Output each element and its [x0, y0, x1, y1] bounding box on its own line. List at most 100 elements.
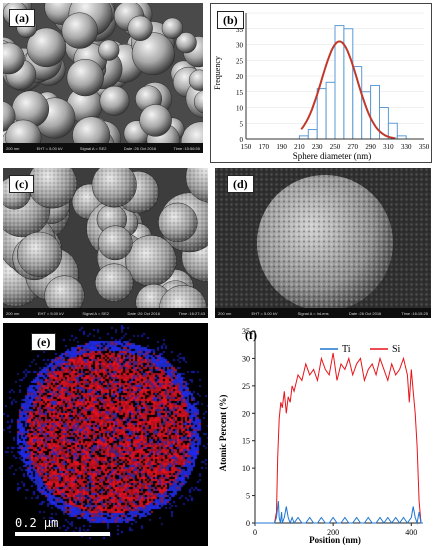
line-profile-chart: 0 5 10 15 20 25 30 35 0 200 400 Ti Si Position (nm… [218, 327, 423, 545]
sem-spheres-image [3, 3, 203, 153]
y-tick-label-f: 35 [242, 327, 250, 336]
y-tick-label-f: 25 [242, 382, 250, 391]
sem-sphere [161, 17, 184, 39]
panel-d-label: (d) [227, 175, 254, 193]
sem-eht-a: EHT = 5.00 kV [36, 145, 63, 151]
sem-sphere [175, 32, 197, 54]
panel-d-sem-image: (d) 200 nm EHT = 5.00 kV Signal A = InLe… [215, 168, 431, 318]
x-tick-label-b: 290 [365, 143, 376, 151]
panel-c-sem-image: (c) 200 nm EHT = 5.00 kV Signal A = SE2 … [3, 168, 208, 318]
scale-bar-e-line [15, 532, 110, 536]
sem-coating-texture [158, 202, 198, 242]
sem-coated-spheres-image [3, 168, 208, 318]
sem-date-c: Date :26 Oct 2016 [127, 310, 160, 316]
sem-coating-texture [92, 168, 137, 208]
sem-sphere [193, 90, 203, 114]
x-tick-label-b: 150 [241, 143, 252, 151]
y-tick-label-b: 10 [236, 105, 244, 113]
sem-date-a: Date :26 Oct 2016 [123, 145, 157, 151]
scale-bar-c: 200 nm [6, 310, 20, 316]
x-tick-label-b: 210 [294, 143, 305, 151]
sem-signal-d: Signal A = InLens [297, 310, 329, 316]
legend-f: Ti Si [320, 344, 401, 355]
series-si-line [255, 352, 423, 524]
y-tick-label-b: 25 [236, 57, 244, 65]
sem-sphere [127, 15, 153, 41]
sem-time-a: Time :15:56:55 [173, 145, 200, 151]
x-tick-label-b: 190 [276, 143, 287, 151]
panel-f-label: (f) [245, 328, 257, 342]
panel-a-sem-image: (a) 200 nm EHT = 5.00 kV Signal A = SE2 … [3, 3, 203, 153]
y-tick-label-b: 5 [240, 120, 244, 128]
eds-map-canvas [3, 323, 208, 546]
histogram-bar [316, 88, 327, 140]
sem-sphere [98, 39, 120, 61]
x-tick-label-b: 330 [401, 143, 412, 151]
scale-bar-a: 200 nm [6, 145, 20, 151]
x-tick-label-f: 200 [327, 528, 339, 537]
y-tick-label-b: 20 [236, 73, 244, 81]
sem-single-particle-image [215, 168, 431, 318]
y-tick-label-f: 20 [242, 409, 250, 418]
histogram-chart: 0510152025303540150170190210230250270290… [210, 3, 432, 163]
panel-e-label: (e) [31, 333, 57, 351]
sem-info-bar-d: 200 nm EHT = 5.00 kV Signal A = InLens D… [215, 308, 431, 318]
x-tick-label-b: 350 [419, 143, 430, 151]
x-tick-label-b: 310 [383, 143, 394, 151]
y-tick-label-f: 10 [242, 464, 250, 473]
x-tick-label-b: 250 [330, 143, 341, 151]
sem-time-d: Time :16:15:25 [401, 310, 428, 316]
y-tick-label-b: 15 [236, 89, 244, 97]
panel-e-elemental-map: (e) 0.2 µm [3, 323, 208, 546]
y-tick-label-f: 15 [242, 437, 250, 446]
sem-coating-texture [95, 263, 134, 302]
sem-coating-texture [185, 168, 208, 203]
sem-sphere [61, 12, 98, 49]
series-ti-line [255, 501, 423, 525]
sem-sphere [188, 69, 203, 91]
sem-signal-c: Signal A = SE2 [82, 310, 109, 316]
panel-b-label: (b) [217, 11, 244, 29]
sem-sphere [3, 42, 25, 75]
sem-coating-texture [98, 225, 133, 260]
y-tick-label-f: 30 [242, 354, 250, 363]
sem-eht-d: EHT = 5.00 kV [251, 310, 278, 316]
y-axis-title-b: Frequency [213, 56, 222, 90]
scale-bar-e: 0.2 µm [15, 516, 110, 536]
x-tick-label-f: 0 [253, 528, 257, 537]
histogram-bar [307, 129, 318, 140]
x-axis-title-b: Sphere diameter (nm) [293, 151, 371, 161]
y-axis-title-f: Atomic Percent (%) [218, 395, 228, 472]
x-tick-label-b: 270 [348, 143, 359, 151]
sem-sphere [66, 58, 104, 97]
sem-info-bar-a: 200 nm EHT = 5.00 kV Signal A = SE2 Date… [3, 143, 203, 153]
panel-b-histogram: 0510152025303540150170190210230250270290… [210, 3, 432, 163]
y-tick-label-b: 30 [236, 42, 244, 50]
sem-eht-c: EHT = 5.00 kV [37, 310, 64, 316]
x-tick-label-b: 230 [312, 143, 323, 151]
sem-sphere [131, 32, 175, 76]
sem-sphere [139, 104, 172, 137]
y-tick-label-f: 5 [246, 492, 250, 501]
y-tick-label-f: 0 [246, 519, 250, 528]
y-tick-label-b: 0 [240, 136, 244, 144]
sem-coating-texture [125, 235, 177, 287]
sem-sphere [99, 85, 130, 116]
legend-ti-label: Ti [342, 344, 351, 355]
sem-signal-a: Signal A = SE2 [79, 145, 107, 151]
panel-f-line-profile: 0 5 10 15 20 25 30 35 0 200 400 Ti Si Position (nm… [215, 323, 431, 548]
x-tick-label-b: 170 [259, 143, 270, 151]
histogram-bar [325, 81, 336, 140]
fit-curve [300, 40, 396, 140]
sem-time-c: Time :16:27:43 [178, 310, 205, 316]
sem-coating-texture [17, 232, 62, 277]
sem-sphere [26, 27, 67, 68]
scale-bar-e-text: 0.2 µm [15, 516, 59, 530]
panel-c-label: (c) [9, 175, 35, 193]
y-tick-label-b: 35 [236, 26, 244, 34]
sem-coating-texture [27, 168, 77, 209]
sem-coating-texture [44, 275, 85, 316]
x-tick-label-f: 400 [405, 528, 417, 537]
sem-info-bar-c: 200 nm EHT = 5.00 kV Signal A = SE2 Date… [3, 308, 208, 318]
legend-si-label: Si [392, 344, 401, 355]
